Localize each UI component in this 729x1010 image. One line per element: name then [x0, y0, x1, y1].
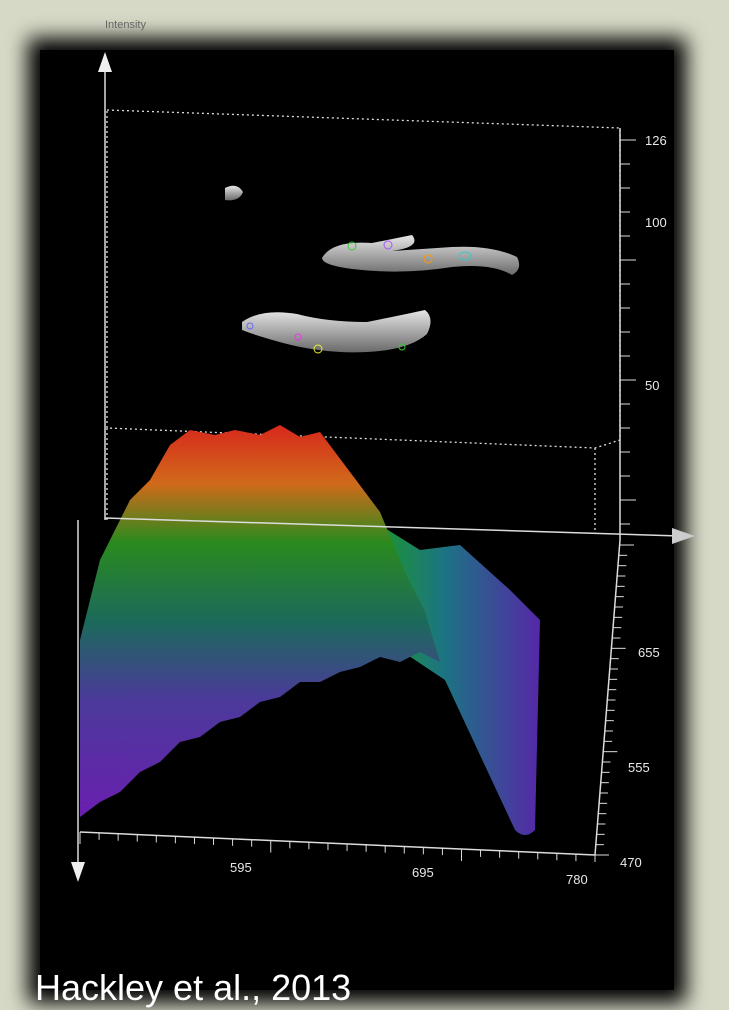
tick-label: 100	[645, 215, 667, 230]
tick-label: 595	[230, 860, 252, 875]
tick-label: 50	[645, 378, 659, 393]
tick-label: 655	[638, 645, 660, 660]
axis-label: Intensity	[105, 19, 146, 31]
caption: Hackley et al., 2013	[35, 967, 351, 1008]
tick-label: 780	[566, 872, 588, 887]
tick-label: 555	[628, 760, 650, 775]
tick-label: 470	[620, 855, 642, 870]
tick-label: 695	[412, 865, 434, 880]
figure: Intensity 126 100 50 655 555 470 595 695…	[0, 0, 729, 1010]
tick-label: 126	[645, 133, 667, 148]
page: {"figure": {"axis_label": "Intensity", "…	[0, 0, 729, 1010]
